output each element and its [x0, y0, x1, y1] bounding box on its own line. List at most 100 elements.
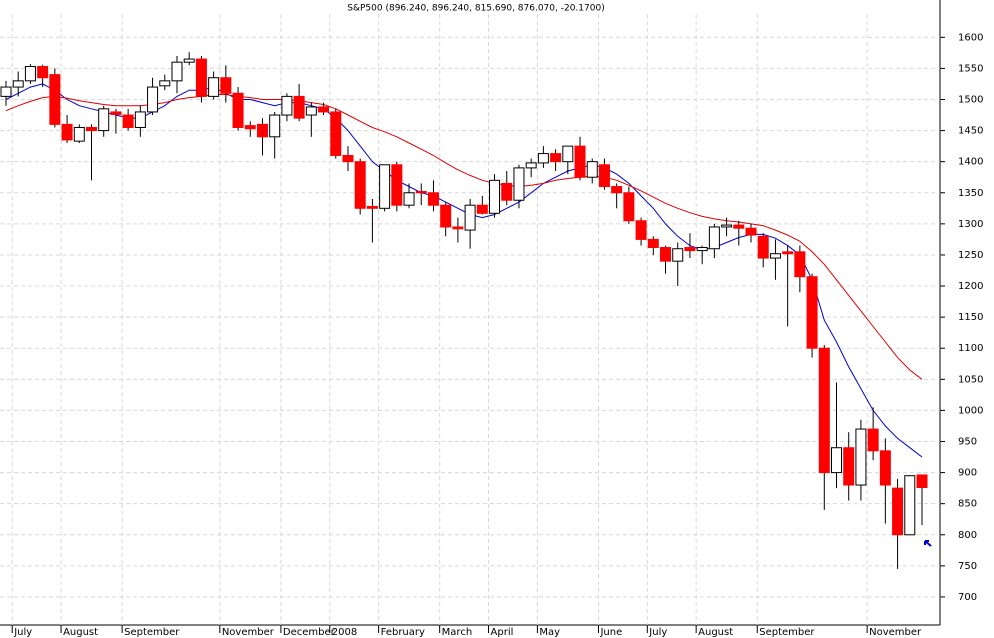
x-tick-label: August: [63, 627, 98, 638]
candle-body: [660, 246, 672, 262]
candle-body: [318, 106, 330, 113]
candle-body: [916, 474, 928, 488]
moving-average-line: [5, 83, 923, 458]
candle-body: [122, 114, 134, 128]
candle-body: [904, 475, 916, 536]
candle-body: [85, 126, 97, 132]
candle-body: [403, 192, 415, 206]
candle-body: [330, 111, 342, 156]
candle-body: [598, 164, 610, 188]
x-tick-label: May: [539, 627, 560, 638]
candle-body: [562, 145, 574, 163]
y-tick-label: 950: [958, 437, 977, 448]
candle-body: [684, 246, 696, 252]
x-tick-label: July: [13, 627, 32, 638]
x-tick-label: June: [599, 627, 622, 638]
candle-body: [464, 204, 476, 231]
candle-body: [647, 238, 659, 248]
y-tick-label: 1200: [958, 281, 983, 292]
candle-body: [391, 164, 403, 206]
candle-body: [818, 347, 830, 474]
x-tick-label: September: [124, 627, 180, 638]
candle-body: [61, 123, 73, 141]
candle-body: [49, 74, 61, 125]
candle-body: [843, 447, 855, 486]
x-tick-label: September: [759, 627, 815, 638]
candle-body: [0, 86, 12, 97]
candle-body: [769, 253, 781, 259]
x-tick-label: November: [222, 627, 275, 638]
y-tick-label: 1300: [958, 219, 983, 230]
candle-body: [147, 86, 159, 113]
candle-body: [672, 248, 684, 262]
candle-body: [550, 153, 562, 163]
chart-title: S&P500 (896.240, 896.240, 815.690, 876.0…: [347, 4, 604, 14]
candle-body: [513, 167, 525, 201]
y-tick-label: 1150: [958, 312, 983, 323]
candle-body: [110, 111, 122, 115]
candle-body: [794, 251, 806, 278]
candle-body: [342, 154, 354, 163]
y-tick-label: 1500: [958, 94, 983, 105]
candle-body: [415, 191, 427, 194]
x-tick-label: July: [648, 627, 667, 638]
candle-body: [220, 77, 232, 94]
candle-body: [452, 226, 464, 230]
candle-body: [293, 95, 305, 119]
candle-body: [696, 246, 708, 252]
candle-body: [757, 235, 769, 259]
cursor-arrow: [924, 540, 932, 547]
y-tick-label: 1550: [958, 63, 983, 74]
candle-body: [879, 450, 891, 486]
candle-body: [440, 204, 452, 228]
y-tick-label: 1100: [958, 343, 983, 354]
candle-body: [782, 251, 794, 255]
candle-body: [183, 58, 195, 63]
candle-body: [354, 161, 366, 209]
candle-body: [806, 276, 818, 349]
candle-body: [195, 58, 207, 97]
candle-body: [12, 80, 24, 88]
candle-body: [708, 226, 720, 250]
x-tick-label: 2008: [332, 627, 357, 638]
candle-body: [256, 123, 268, 138]
candle-body: [831, 447, 843, 474]
candle-body: [366, 205, 378, 209]
y-tick-label: 800: [958, 530, 977, 541]
candle-body: [745, 227, 757, 236]
candle-body: [635, 220, 647, 240]
moving-average-line: [5, 94, 923, 380]
candle-body: [623, 192, 635, 222]
candle-body: [305, 106, 317, 116]
candle-body: [586, 161, 598, 178]
candle-body: [232, 92, 244, 128]
candle-body: [37, 66, 49, 79]
candle-body: [281, 95, 293, 116]
x-tick-label: February: [381, 627, 425, 638]
y-tick-label: 1350: [958, 188, 983, 199]
y-tick-label: 900: [958, 468, 977, 479]
candle-body: [159, 80, 171, 87]
y-tick-label: 1250: [958, 250, 983, 261]
candle-body: [855, 428, 867, 486]
y-tick-label: 1450: [958, 126, 983, 137]
candle-body: [98, 108, 110, 132]
x-tick-label: November: [869, 627, 922, 638]
candle-body: [721, 224, 733, 228]
y-tick-label: 700: [958, 592, 977, 603]
y-tick-label: 1400: [958, 157, 983, 168]
candle-body: [73, 126, 85, 142]
candle-body: [733, 224, 745, 229]
candle-body: [208, 77, 220, 97]
candle-body: [489, 179, 501, 214]
candle-body: [611, 186, 623, 194]
y-tick-label: 1050: [958, 374, 983, 385]
y-tick-label: 1600: [958, 32, 983, 43]
candle-body: [171, 61, 183, 82]
x-tick-label: April: [491, 627, 514, 638]
candle-body: [269, 114, 281, 138]
x-tick-label: December: [283, 627, 336, 638]
y-tick-label: 750: [958, 561, 977, 572]
